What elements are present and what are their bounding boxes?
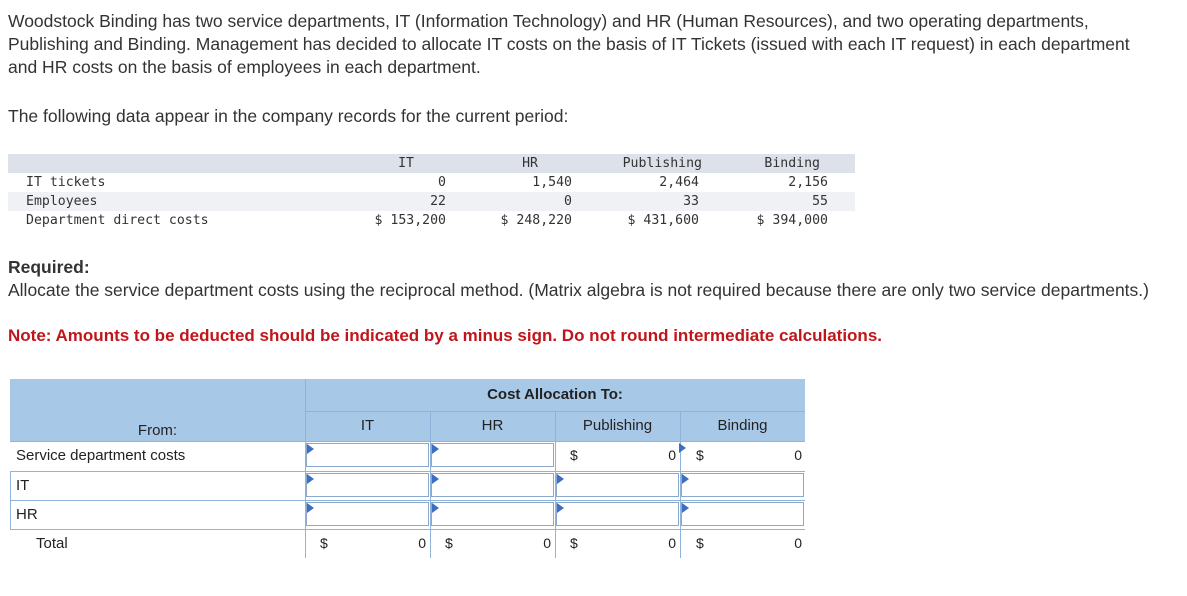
total-publishing-value: 0: [668, 535, 676, 551]
required-text: Allocate the service department costs us…: [8, 280, 1149, 300]
total-hr-value: 0: [543, 535, 551, 551]
cell-value: $ 153,200: [374, 213, 446, 228]
grid-line: [10, 471, 11, 529]
hr-row-it-input[interactable]: [306, 502, 429, 526]
required-heading: Required:: [8, 257, 90, 277]
from-label: From:: [137, 422, 178, 439]
grid-line: [305, 379, 306, 558]
currency-symbol: $: [570, 535, 578, 551]
company-data-table: IT HR Publishing Binding IT tickets 0 1,…: [8, 154, 855, 230]
binding-service-value: 0: [794, 447, 802, 463]
row-label-it-tickets: IT tickets: [26, 175, 106, 190]
grid-line: [10, 500, 805, 501]
it-row-binding-input[interactable]: [681, 473, 804, 497]
grid-line: [10, 471, 805, 472]
hr-row-publishing-input[interactable]: [556, 502, 679, 526]
note-text: Note: Amounts to be deducted should be i…: [8, 326, 882, 345]
total-binding-value: 0: [794, 535, 802, 551]
cell-value: $ 248,220: [500, 213, 572, 228]
publishing-service-input[interactable]: [679, 443, 689, 467]
cell-value: 0: [438, 175, 446, 190]
cell-value: 22: [430, 194, 446, 209]
data-header-hr: HR: [522, 156, 538, 171]
problem-intro: Woodstock Binding has two service depart…: [8, 11, 1130, 77]
row-label-total: Total: [36, 535, 68, 552]
row-label-service-costs: Service department costs: [16, 447, 186, 464]
data-header-it: IT: [398, 156, 414, 171]
row-label-direct-costs: Department direct costs: [26, 213, 209, 228]
cell-value: $ 394,000: [756, 213, 828, 228]
allocation-table: Cost Allocation To: From: IT HR Publishi…: [10, 379, 805, 558]
col-header-it: IT: [360, 417, 375, 434]
row-label-employees: Employees: [26, 194, 98, 209]
grid-line: [680, 411, 681, 558]
it-row-it-input[interactable]: [306, 473, 429, 497]
cell-value: 33: [683, 194, 699, 209]
grid-line: [10, 529, 805, 530]
row-label-it: IT: [16, 477, 30, 494]
from-header-cell: [10, 379, 305, 441]
currency-symbol: $: [696, 447, 704, 463]
currency-symbol: $: [696, 535, 704, 551]
cell-value: 2,464: [659, 175, 699, 190]
grid-line: [430, 411, 431, 558]
service-costs-it-input[interactable]: [306, 443, 429, 467]
it-row-hr-input[interactable]: [431, 473, 554, 497]
data-lead-text: The following data appear in the company…: [8, 106, 569, 126]
cell-value: 0: [564, 194, 572, 209]
cost-allocation-to-label: Cost Allocation To:: [487, 386, 623, 403]
currency-symbol: $: [570, 447, 578, 463]
currency-symbol: $: [445, 535, 453, 551]
total-it-value: 0: [418, 535, 426, 551]
cell-value: 55: [812, 194, 828, 209]
cell-value: 2,156: [788, 175, 828, 190]
data-table-stripe: [8, 192, 855, 211]
cell-value: 1,540: [532, 175, 572, 190]
data-header-binding: Binding: [764, 156, 820, 171]
service-costs-hr-input[interactable]: [431, 443, 554, 467]
it-row-publishing-input[interactable]: [556, 473, 679, 497]
hr-row-hr-input[interactable]: [431, 502, 554, 526]
hr-row-binding-input[interactable]: [681, 502, 804, 526]
col-header-publishing: Publishing: [582, 417, 653, 434]
grid-line: [10, 441, 805, 442]
grid-line: [555, 411, 556, 558]
data-table-header-row: [8, 154, 855, 173]
publishing-service-value: 0: [668, 447, 676, 463]
data-header-publishing: Publishing: [622, 156, 702, 171]
cell-value: $ 431,600: [627, 213, 699, 228]
col-header-binding: Binding: [717, 417, 768, 434]
currency-symbol: $: [320, 535, 328, 551]
row-label-hr: HR: [16, 506, 38, 523]
col-header-hr: HR: [481, 417, 504, 434]
